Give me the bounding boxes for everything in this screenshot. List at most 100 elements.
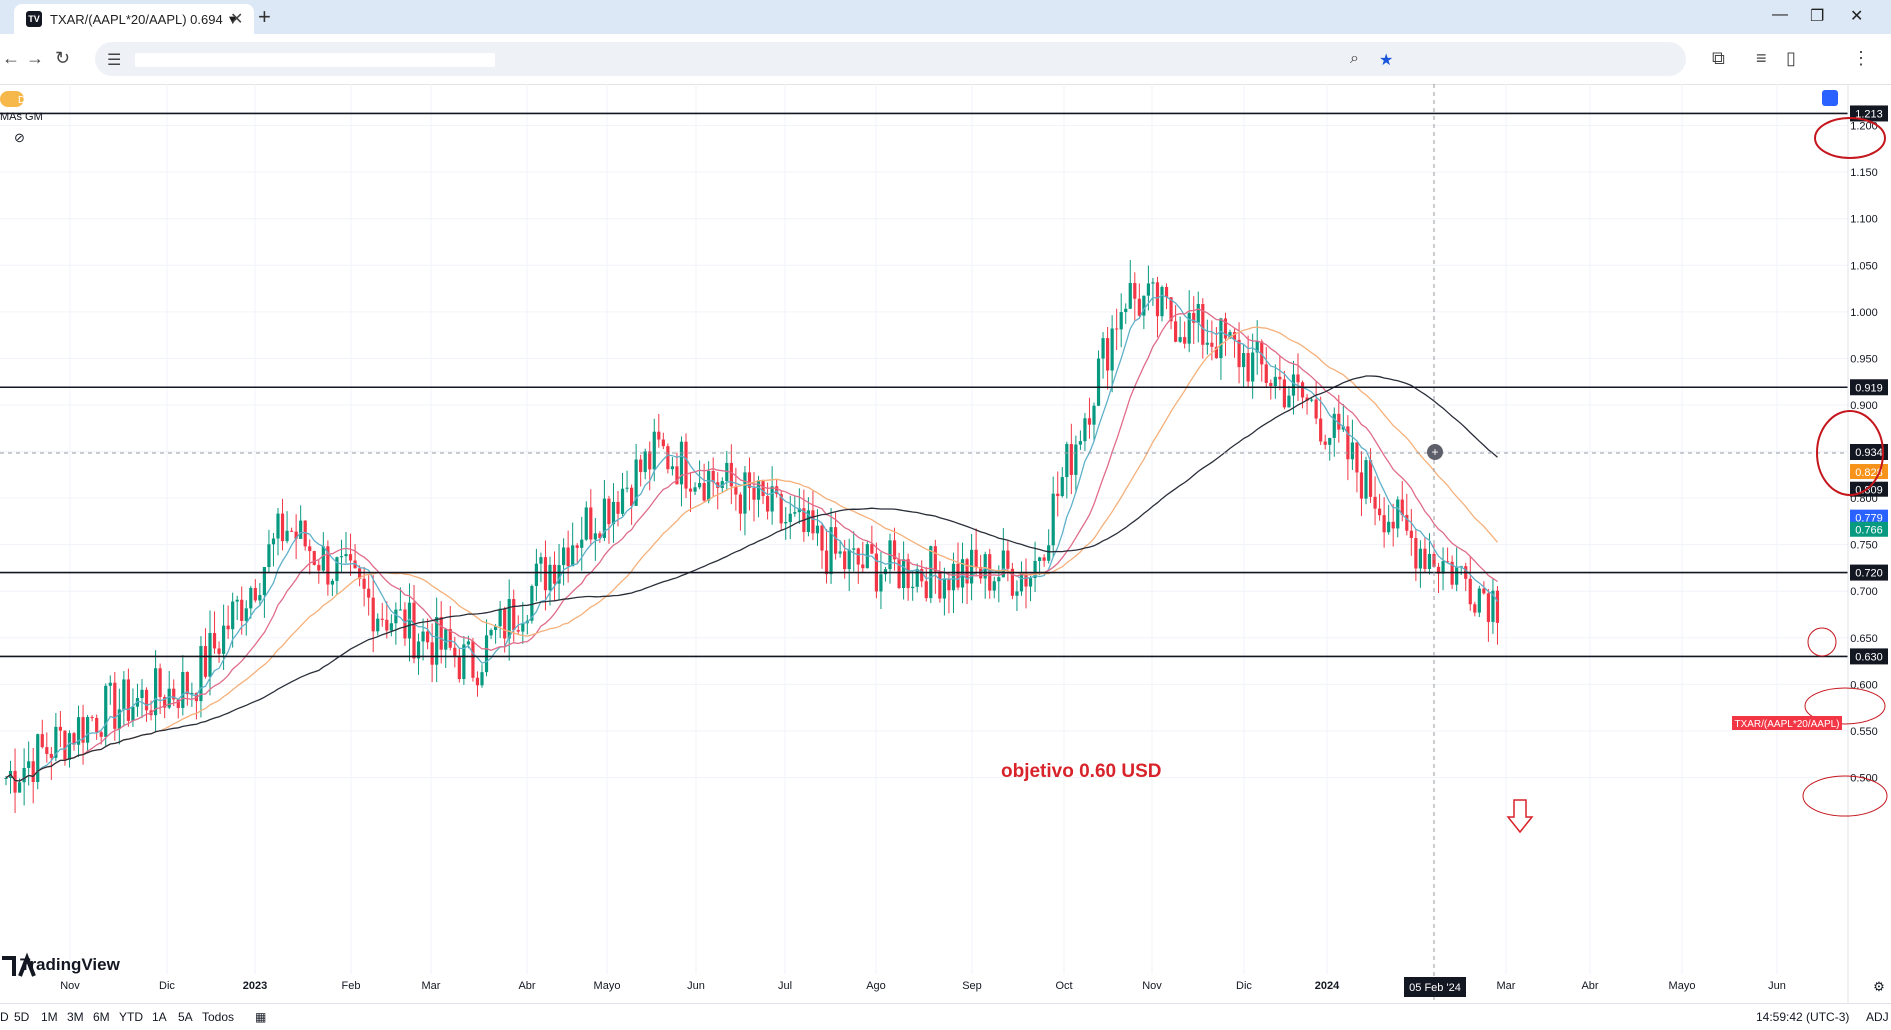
candle-body (1142, 295, 1146, 316)
candle-body (521, 623, 525, 632)
candle-body (1087, 418, 1092, 425)
candle-body (1337, 413, 1341, 430)
legend-label: MAs GM (0, 111, 43, 123)
candle-body (1260, 341, 1264, 365)
candle-body (1047, 545, 1051, 561)
x-tick-label: Abr (1581, 980, 1598, 992)
tab-close-icon[interactable]: ✕ (230, 11, 244, 28)
address-bar[interactable]: ☰ ⌕ ★ (95, 42, 1686, 76)
candle-body (376, 618, 380, 632)
forward-button[interactable]: → (26, 48, 44, 68)
candle-body (956, 563, 960, 588)
clock-timezone[interactable]: 14:59:42 (UTC-3) (1756, 1010, 1850, 1024)
x-tick-label: Mar (1497, 980, 1516, 992)
candle-body (203, 646, 208, 677)
candle-body (1400, 499, 1404, 515)
range-ytd-button[interactable]: YTD (119, 1010, 143, 1024)
candle-body (1495, 590, 1500, 623)
x-tick-label: Jun (1768, 980, 1786, 992)
browser-menu-icon[interactable]: ⋮ (1852, 48, 1870, 68)
candle-body (421, 631, 425, 642)
x-tick-label: Jul (778, 980, 792, 992)
candle-body (666, 446, 670, 470)
auto-scale-icon[interactable] (1822, 90, 1838, 106)
x-tick-label: Dic (159, 980, 175, 992)
candle-body (675, 466, 679, 485)
candle-body (1201, 304, 1205, 345)
candle-body (294, 531, 298, 539)
range-3m-button[interactable]: 3M (67, 1010, 84, 1024)
back-button[interactable]: ← (2, 48, 20, 68)
chart-settings-gear-icon[interactable]: ⚙ (1873, 979, 1885, 994)
range-5d-button[interactable]: 5D (14, 1010, 30, 1024)
new-tab-button[interactable]: + (258, 4, 271, 29)
hide-indicator-icon[interactable]: ⊘ (14, 130, 25, 145)
candle-body (784, 521, 788, 524)
adj-toggle[interactable]: ADJ (1866, 1010, 1889, 1024)
x-tick-label: Mayo (1669, 980, 1696, 992)
close-window-button[interactable]: ✕ (1850, 8, 1864, 25)
candle-body (707, 470, 711, 501)
candle-body (1178, 337, 1182, 342)
range-1m-button[interactable]: 1M (41, 1010, 58, 1024)
level-circle-1213 (1814, 117, 1886, 159)
range-5a-button[interactable]: 5A (178, 1010, 193, 1024)
candle-body (1024, 573, 1028, 587)
candle-body (1038, 557, 1042, 561)
candle-body (883, 569, 888, 575)
range-6m-button[interactable]: 6M (93, 1010, 110, 1024)
time-axis[interactable]: Nov Dic 2023 Feb Mar Abr Mayo Jun Jul Ago Sep Oct No… (60, 980, 1786, 992)
price-axis[interactable]: 1.250 1.200 1.150 1.100 1.050 1.000 0.950 0.900… (1847, 84, 1878, 1003)
candle-body (412, 602, 416, 659)
candle-body (1092, 405, 1096, 425)
price-chart[interactable]: 1.213 0.919 0.720 0.630 0.828 0.809 0.7790.766… (0, 84, 1891, 1003)
range-todos-button[interactable]: Todos (202, 1010, 235, 1024)
candle-body (344, 554, 348, 557)
symbol-price-tag (1732, 716, 1842, 730)
legend-badge[interactable] (0, 91, 24, 107)
side-panel-icon[interactable]: ▯ (1786, 48, 1796, 68)
date-range-calendar-icon[interactable]: ▦ (255, 1010, 267, 1024)
zoom-icon[interactable]: ⌕ (1350, 50, 1359, 67)
candle-body (1359, 472, 1364, 499)
media-controls-icon[interactable]: ≡ (1756, 48, 1767, 68)
candle-body (1278, 376, 1282, 380)
tab-tradingview[interactable]: TV TXAR/(AAPL*20/AAPL) 0.694 ▼ ✕ (14, 4, 254, 34)
restore-button[interactable]: ❐ (1810, 8, 1825, 25)
candle-body (154, 668, 158, 716)
candle-body (1251, 352, 1255, 382)
extensions-icon[interactable]: ⧉ (1712, 48, 1725, 68)
candle-body (942, 578, 946, 599)
x-tick-label: Ago (866, 980, 886, 992)
site-info-icon[interactable]: ☰ (107, 52, 122, 69)
candle-body (18, 782, 22, 793)
candle-body (1423, 548, 1427, 569)
minimize-button[interactable]: — (1772, 6, 1788, 23)
candle-body (303, 520, 307, 547)
candle-body (122, 679, 126, 710)
candle-body (448, 629, 452, 648)
candle-body (838, 551, 842, 554)
candle-body (566, 547, 570, 567)
candle-body (244, 608, 248, 621)
candle-body (516, 630, 520, 632)
candle-body (86, 717, 90, 743)
down-arrow-annotation-icon (1506, 799, 1534, 834)
crosshair-plus-icon[interactable] (1427, 444, 1443, 460)
candle-body (747, 472, 752, 488)
range-1a-button[interactable]: 1A (152, 1010, 167, 1024)
reload-button[interactable]: ↻ (55, 48, 71, 68)
candle-body (1196, 304, 1200, 323)
candle-body (1169, 297, 1173, 322)
bookmark-star-icon[interactable]: ★ (1379, 52, 1394, 69)
candle-body (72, 733, 76, 745)
legend-badge-label: D (18, 95, 25, 106)
candle-body (965, 559, 969, 584)
ma-long-line (5, 375, 1498, 782)
y-tick-label: 0.650 (1850, 633, 1878, 645)
ma-fast-line (5, 294, 1499, 782)
range-d-button[interactable]: D (0, 1010, 9, 1024)
level-tag (1850, 105, 1888, 122)
candle-body (920, 568, 924, 582)
candle-body (4, 778, 8, 780)
